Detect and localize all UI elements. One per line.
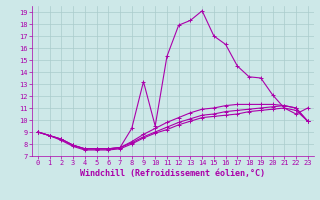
- X-axis label: Windchill (Refroidissement éolien,°C): Windchill (Refroidissement éolien,°C): [80, 169, 265, 178]
